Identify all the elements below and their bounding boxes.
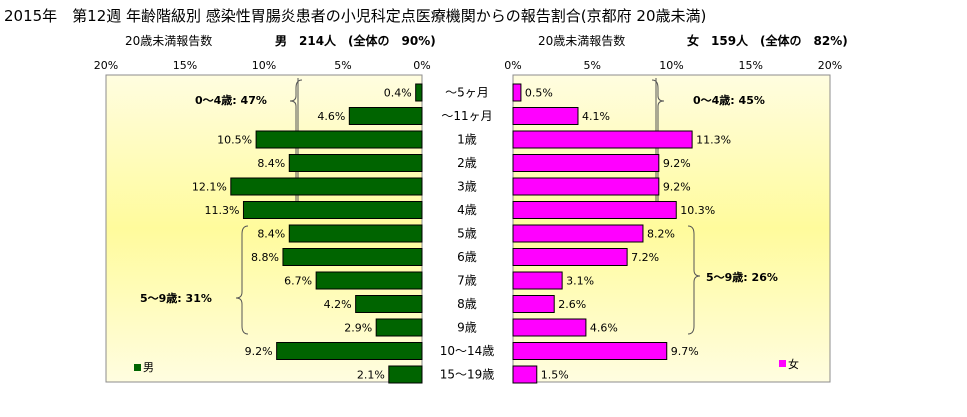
left-axis-tick-label: 15% [173, 59, 197, 72]
male-bar [288, 154, 423, 172]
left-header-label: 20歳未満報告数 [125, 33, 212, 48]
male-bar [355, 295, 423, 313]
category-label: 7歳 [457, 274, 477, 288]
left-annotation-5-9: 5〜9歳: 31% [140, 291, 212, 305]
left-legend-label: 男 [143, 361, 154, 374]
category-label: 15〜19歳 [440, 368, 495, 382]
female-value-label: 9.7% [671, 345, 699, 358]
category-label: 2歳 [457, 156, 477, 170]
male-bar [276, 342, 423, 360]
right-annotation-0-4: 0〜4歳: 45% [693, 93, 765, 107]
female-value-label: 10.3% [680, 204, 715, 217]
female-value-label: 1.5% [541, 369, 569, 382]
male-value-label: 6.7% [284, 275, 312, 288]
female-bar [512, 295, 555, 313]
category-label: 9歳 [457, 321, 477, 335]
category-label: 6歳 [457, 250, 477, 264]
female-bar [512, 248, 628, 266]
male-bar [242, 201, 423, 219]
female-bar [512, 224, 644, 243]
female-value-label: 11.3% [696, 134, 731, 147]
female-bar [512, 154, 660, 172]
male-bar [282, 248, 423, 266]
male-value-label: 12.1% [192, 181, 227, 194]
female-value-label: 9.2% [663, 181, 691, 194]
male-value-label: 11.3% [205, 204, 240, 217]
female-bar [512, 130, 693, 149]
male-bar [388, 365, 423, 384]
left-header-summary: 男 214人 (全体の 90%) [275, 33, 436, 48]
female-bar [512, 365, 538, 384]
left-axis-tick-label: 5% [334, 59, 351, 72]
right-axis-tick-label: 10% [659, 59, 683, 72]
female-value-label: 4.6% [590, 322, 618, 335]
right-legend-label: 女 [788, 357, 799, 371]
right-axis-tick-label: 5% [584, 59, 601, 72]
male-value-label: 8.4% [257, 157, 285, 170]
right-axis-tick-label: 0% [504, 59, 521, 72]
female-bar [512, 201, 677, 219]
right-axis-tick-label: 20% [818, 59, 842, 72]
female-bar [512, 342, 668, 360]
male-bar [415, 83, 423, 102]
female-bar [512, 177, 660, 196]
male-value-label: 9.2% [245, 345, 273, 358]
male-value-label: 10.5% [217, 134, 252, 147]
left-axis-tick-label: 20% [94, 59, 118, 72]
male-value-label: 4.6% [317, 110, 345, 123]
female-value-label: 4.1% [582, 110, 610, 123]
category-label: 8歳 [457, 297, 477, 311]
female-value-label: 9.2% [663, 157, 691, 170]
right-annotation-5-9: 5〜9歳: 26% [706, 270, 778, 284]
male-value-label: 8.8% [251, 251, 279, 264]
female-bar [512, 318, 587, 337]
female-value-label: 7.2% [631, 251, 659, 264]
right-axis-tick-label: 15% [739, 59, 763, 72]
category-label: 〜11ヶ月 [441, 109, 492, 123]
female-value-label: 0.5% [525, 87, 553, 100]
female-bar [512, 107, 579, 125]
male-value-label: 4.2% [324, 298, 352, 311]
male-value-label: 0.4% [384, 87, 412, 100]
female-bar [512, 83, 522, 102]
male-bar [255, 130, 423, 149]
category-label: 5歳 [457, 227, 477, 241]
male-bar [288, 224, 423, 243]
category-label: 〜5ヶ月 [445, 86, 489, 100]
category-label: 4歳 [457, 203, 477, 217]
male-value-label: 2.1% [357, 369, 385, 382]
chart-title: 2015年 第12週 年齢階級別 感染性胃腸炎患者の小児科定点医療機関からの報告… [4, 7, 706, 25]
category-label: 3歳 [457, 180, 477, 194]
left-annotation-0-4: 0〜4歳: 47% [195, 93, 267, 107]
male-value-label: 8.4% [257, 228, 285, 241]
left-axis-tick-label: 10% [252, 59, 276, 72]
category-label: 10〜14歳 [440, 344, 495, 358]
right-legend-swatch [779, 360, 786, 367]
female-value-label: 3.1% [566, 275, 594, 288]
male-bar [375, 318, 423, 337]
left-axis-tick-label: 0% [413, 59, 430, 72]
male-bar [315, 271, 423, 290]
female-bar [512, 271, 563, 290]
male-bar [230, 177, 423, 196]
female-value-label: 2.6% [558, 298, 586, 311]
left-legend-swatch [134, 364, 141, 371]
left-bracket-5-9 [235, 225, 249, 335]
right-bracket-5-9 [687, 225, 701, 335]
male-bar [348, 107, 423, 125]
male-value-label: 2.9% [344, 322, 372, 335]
female-value-label: 8.2% [647, 228, 675, 241]
right-header-label: 20歳未満報告数 [538, 33, 625, 48]
category-label: 1歳 [457, 133, 477, 147]
right-header-summary: 女 159人 (全体の 82%) [687, 33, 848, 48]
